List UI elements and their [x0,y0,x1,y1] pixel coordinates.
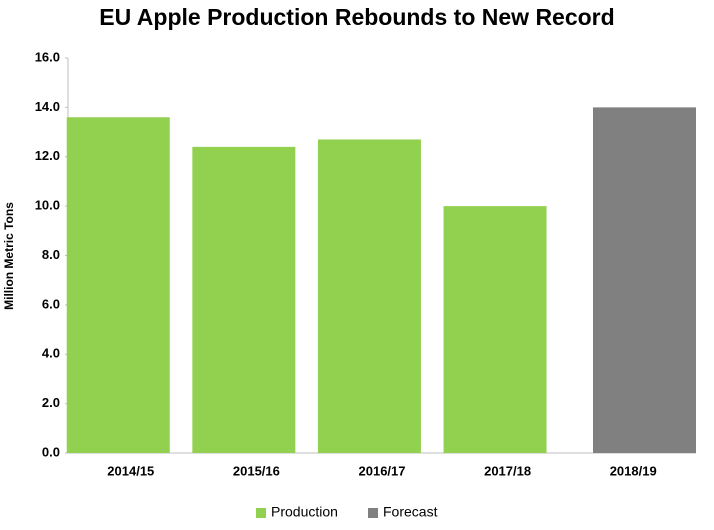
y-tick-label: 8.0 [42,247,60,262]
y-axis-label: Million Metric Tons [2,202,16,310]
y-tick-label: 0.0 [42,444,60,459]
y-tick-label: 14.0 [35,99,60,114]
bar [66,117,170,453]
legend-swatch [256,508,266,518]
bar [443,206,547,453]
y-tick-label: 2.0 [42,395,60,410]
legend-label: Forecast [383,504,438,520]
bar [593,107,696,453]
y-tick-label: 10.0 [35,198,60,213]
y-tick-label: 4.0 [42,346,60,361]
x-tick-label: 2018/19 [610,463,657,478]
x-tick-label: 2016/17 [359,463,406,478]
chart-title: EU Apple Production Rebounds to New Reco… [99,4,614,30]
y-tick-label: 12.0 [35,148,60,163]
x-tick-label: 2015/16 [233,463,280,478]
x-tick-label: 2017/18 [484,463,531,478]
bar [192,146,296,453]
y-tick-label: 6.0 [42,296,60,311]
legend-swatch [368,508,378,518]
x-tick-label: 2014/15 [107,463,154,478]
bar [317,139,421,453]
legend-label: Production [271,504,338,520]
y-tick-label: 16.0 [35,49,60,64]
